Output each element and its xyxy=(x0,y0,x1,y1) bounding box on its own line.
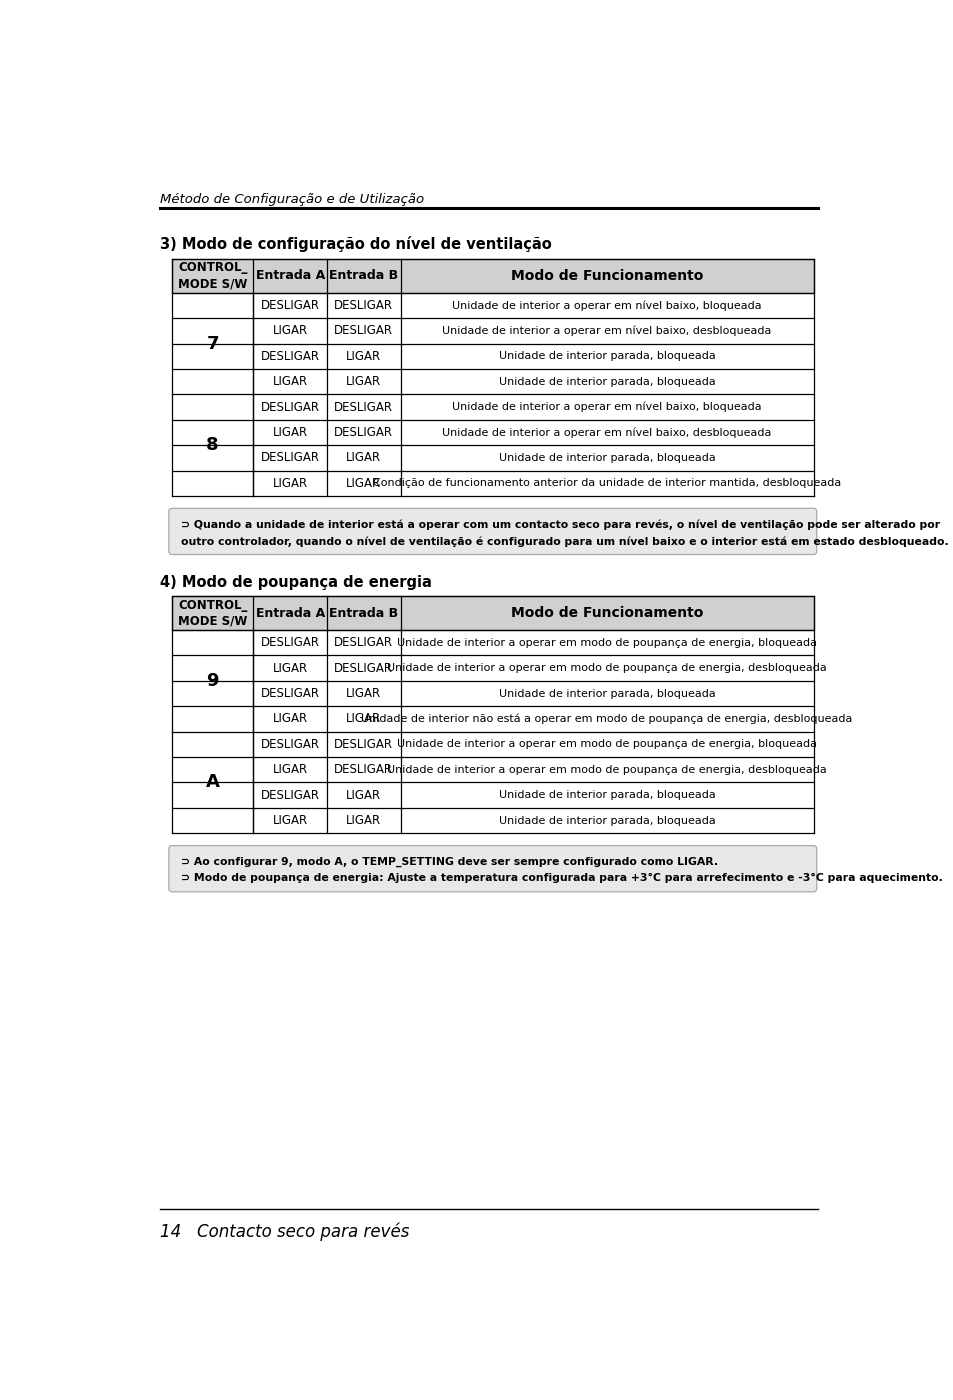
FancyBboxPatch shape xyxy=(169,508,816,554)
Text: CONTROL_
MODE S/W: CONTROL_ MODE S/W xyxy=(178,262,247,290)
Text: 7: 7 xyxy=(206,335,218,353)
Text: Unidade de interior parada, bloqueada: Unidade de interior parada, bloqueada xyxy=(498,454,715,463)
Text: LIGAR: LIGAR xyxy=(273,713,308,725)
Text: 8: 8 xyxy=(206,437,219,454)
Text: LIGAR: LIGAR xyxy=(346,375,381,388)
Text: DESLIGAR: DESLIGAR xyxy=(260,738,319,750)
Text: Entrada A: Entrada A xyxy=(255,269,324,283)
Text: LIGAR: LIGAR xyxy=(273,426,308,440)
Text: Unidade de interior a operar em modo de poupança de energia, desbloqueada: Unidade de interior a operar em modo de … xyxy=(387,664,826,673)
Text: DESLIGAR: DESLIGAR xyxy=(260,636,319,650)
Text: LIGAR: LIGAR xyxy=(346,451,381,465)
Text: Unidade de interior a operar em modo de poupança de energia, bloqueada: Unidade de interior a operar em modo de … xyxy=(396,739,817,749)
Text: LIGAR: LIGAR xyxy=(273,763,308,776)
Text: ⊃ Modo de poupança de energia: Ajuste a temperatura configurada para +3°C para a: ⊃ Modo de poupança de energia: Ajuste a … xyxy=(181,874,943,883)
Text: LIGAR: LIGAR xyxy=(273,375,308,388)
Text: LIGAR: LIGAR xyxy=(346,713,381,725)
Text: DESLIGAR: DESLIGAR xyxy=(334,636,393,650)
Text: Unidade de interior parada, bloqueada: Unidade de interior parada, bloqueada xyxy=(498,790,715,801)
Text: LIGAR: LIGAR xyxy=(346,350,381,363)
Text: DESLIGAR: DESLIGAR xyxy=(260,451,319,465)
Text: Unidade de interior parada, bloqueada: Unidade de interior parada, bloqueada xyxy=(498,816,715,826)
Bar xyxy=(172,596,813,630)
Text: DESLIGAR: DESLIGAR xyxy=(334,738,393,750)
Text: LIGAR: LIGAR xyxy=(346,788,381,802)
Text: Condição de funcionamento anterior da unidade de interior mantida, desbloqueada: Condição de funcionamento anterior da un… xyxy=(373,479,841,489)
Text: LIGAR: LIGAR xyxy=(273,477,308,490)
Text: Unidade de interior parada, bloqueada: Unidade de interior parada, bloqueada xyxy=(498,377,715,386)
Text: DESLIGAR: DESLIGAR xyxy=(260,300,319,312)
Text: CONTROL_
MODE S/W: CONTROL_ MODE S/W xyxy=(178,599,247,627)
Bar xyxy=(172,596,813,630)
Text: DESLIGAR: DESLIGAR xyxy=(260,400,319,413)
Text: DESLIGAR: DESLIGAR xyxy=(260,350,319,363)
Text: Método de Configuração e de Utilização: Método de Configuração e de Utilização xyxy=(159,193,423,206)
Text: 3) Modo de configuração do nível de ventilação: 3) Modo de configuração do nível de vent… xyxy=(159,235,551,252)
Text: LIGAR: LIGAR xyxy=(346,687,381,700)
Text: LIGAR: LIGAR xyxy=(346,477,381,490)
Text: ⊃ Quando a unidade de interior está a operar com um contacto seco para revés, o : ⊃ Quando a unidade de interior está a op… xyxy=(181,519,940,529)
Text: 9: 9 xyxy=(206,672,218,690)
Text: DESLIGAR: DESLIGAR xyxy=(260,687,319,700)
Text: Unidade de interior a operar em nível baixo, bloqueada: Unidade de interior a operar em nível ba… xyxy=(452,300,761,311)
Text: Entrada B: Entrada B xyxy=(329,269,398,283)
Text: Unidade de interior a operar em nível baixo, bloqueada: Unidade de interior a operar em nível ba… xyxy=(452,402,761,413)
Text: Unidade de interior a operar em nível baixo, desbloqueada: Unidade de interior a operar em nível ba… xyxy=(442,427,771,438)
Text: Entrada B: Entrada B xyxy=(329,606,398,620)
Text: 14   Contacto seco para revés: 14 Contacto seco para revés xyxy=(159,1224,409,1242)
Text: Entrada A: Entrada A xyxy=(255,606,324,620)
Text: Unidade de interior a operar em nível baixo, desbloqueada: Unidade de interior a operar em nível ba… xyxy=(442,326,771,336)
Text: Unidade de interior parada, bloqueada: Unidade de interior parada, bloqueada xyxy=(498,351,715,361)
Text: 4) Modo de poupança de energia: 4) Modo de poupança de energia xyxy=(159,574,431,589)
Text: ⊃ Ao configurar 9, modo A, o TEMP_SETTING deve ser sempre configurado como LIGAR: ⊃ Ao configurar 9, modo A, o TEMP_SETTIN… xyxy=(181,857,718,867)
Text: outro controlador, quando o nível de ventilação é configurado para um nível baix: outro controlador, quando o nível de ven… xyxy=(181,536,948,546)
Text: DESLIGAR: DESLIGAR xyxy=(334,300,393,312)
Text: LIGAR: LIGAR xyxy=(346,813,381,827)
Text: DESLIGAR: DESLIGAR xyxy=(334,325,393,337)
Text: LIGAR: LIGAR xyxy=(273,813,308,827)
Text: LIGAR: LIGAR xyxy=(273,662,308,675)
Text: Unidade de interior a operar em modo de poupança de energia, desbloqueada: Unidade de interior a operar em modo de … xyxy=(387,764,826,774)
Text: DESLIGAR: DESLIGAR xyxy=(334,662,393,675)
Text: DESLIGAR: DESLIGAR xyxy=(334,426,393,440)
Text: DESLIGAR: DESLIGAR xyxy=(334,763,393,776)
Text: Unidade de interior parada, bloqueada: Unidade de interior parada, bloqueada xyxy=(498,689,715,699)
FancyBboxPatch shape xyxy=(169,846,816,892)
Text: LIGAR: LIGAR xyxy=(273,325,308,337)
Text: Unidade de interior a operar em modo de poupança de energia, bloqueada: Unidade de interior a operar em modo de … xyxy=(396,638,817,648)
Text: Modo de Funcionamento: Modo de Funcionamento xyxy=(511,606,702,620)
Bar xyxy=(172,259,813,293)
Text: Unidade de interior não está a operar em modo de poupança de energia, desbloquea: Unidade de interior não está a operar em… xyxy=(361,714,852,724)
Text: Modo de Funcionamento: Modo de Funcionamento xyxy=(511,269,702,283)
Text: DESLIGAR: DESLIGAR xyxy=(260,788,319,802)
Text: A: A xyxy=(206,773,219,791)
Text: DESLIGAR: DESLIGAR xyxy=(334,400,393,413)
Bar xyxy=(172,259,813,293)
